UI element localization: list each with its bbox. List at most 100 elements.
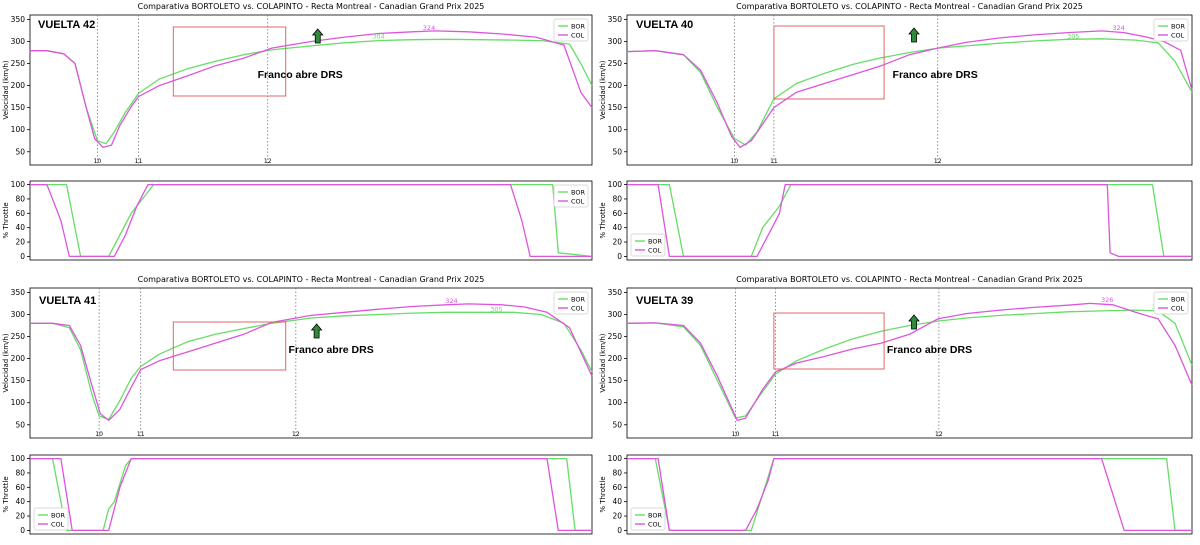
turn-label-12: 12 (934, 158, 942, 165)
y-tick-label: 60 (612, 483, 622, 492)
lap-label: VUELTA 41 (39, 295, 96, 307)
highlight-box (773, 312, 885, 370)
legend-label-col: COL (51, 521, 65, 529)
speed-series-bor (626, 309, 1193, 419)
y-tick-label: 50 (15, 420, 25, 429)
max-speed-label-col: 326 (1101, 296, 1113, 304)
turn-label-11: 11 (137, 431, 145, 438)
y-tick-label: 0 (617, 526, 622, 535)
turn-label-12: 12 (935, 431, 943, 438)
y-tick-label: 250 (11, 332, 26, 341)
y-tick-label: 20 (15, 238, 25, 247)
y-tick-label: 350 (11, 288, 26, 297)
drs-annotation: Franco abre DRS (893, 69, 978, 81)
speed-y-axis-label: Velocidad (km/h) (2, 60, 10, 119)
legend-label-col: COL (571, 198, 585, 206)
y-tick-label: 20 (612, 238, 622, 247)
turn-label-11: 11 (772, 431, 780, 438)
throttle-y-axis-label: % Throttle (599, 476, 607, 512)
lap-label: VUELTA 40 (636, 19, 693, 31)
turn-label-12: 12 (264, 158, 272, 165)
y-tick-label: 60 (15, 209, 25, 218)
y-tick-label: 300 (11, 37, 26, 46)
y-tick-label: 50 (612, 147, 622, 156)
y-tick-label: 100 (608, 180, 623, 189)
y-tick-label: 150 (11, 103, 26, 112)
chart-title: Comparativa BORTOLETO vs. COLAPINTO - Re… (736, 2, 1083, 11)
y-tick-label: 100 (11, 454, 26, 463)
speed-y-axis-label: Velocidad (km/h) (2, 333, 10, 392)
chart-panel-3: Comparativa BORTOLETO vs. COLAPINTO - Re… (2, 275, 593, 535)
y-tick-label: 50 (15, 147, 25, 156)
y-tick-label: 350 (11, 15, 26, 24)
max-speed-label-col: 324 (423, 24, 435, 32)
drs-annotation: Franco abre DRS (289, 344, 374, 356)
legend-label-bor: BOR (648, 512, 662, 520)
speed-series-col (626, 30, 1193, 149)
speed-y-axis-label: Velocidad (km/h) (599, 333, 607, 392)
throttle-series-bor (30, 183, 593, 258)
chart-panel-1: Comparativa BORTOLETO vs. COLAPINTO - Re… (2, 2, 593, 261)
y-tick-label: 40 (612, 497, 622, 506)
turn-label-11: 11 (135, 158, 143, 165)
drs-annotation: Franco abre DRS (887, 344, 972, 356)
max-speed-label-col: 324 (1112, 24, 1124, 32)
y-tick-label: 80 (15, 194, 25, 203)
throttle-series-col (30, 457, 592, 532)
y-tick-label: 40 (612, 223, 622, 232)
y-tick-label: 40 (15, 497, 25, 506)
legend-label-col: COL (1171, 305, 1185, 313)
legend-label-bor: BOR (1171, 23, 1185, 31)
y-tick-label: 150 (608, 376, 623, 385)
legend-label-col: COL (648, 247, 662, 255)
turn-label-10: 10 (731, 158, 739, 165)
legend-label-bor: BOR (648, 238, 662, 246)
drs-arrow-icon (311, 28, 324, 44)
drs-annotation: Franco abre DRS (258, 69, 343, 81)
highlight-box (172, 26, 287, 97)
y-tick-label: 20 (612, 512, 622, 521)
legend-label-col: COL (571, 305, 585, 313)
chart-panel-2: Comparativa BORTOLETO vs. COLAPINTO - Re… (599, 2, 1193, 261)
y-tick-label: 150 (608, 103, 623, 112)
turn-label-10: 10 (94, 158, 102, 165)
y-tick-label: 40 (15, 223, 25, 232)
max-speed-label-bor: 305 (1067, 32, 1079, 40)
turn-label-10: 10 (732, 431, 740, 438)
drs-arrow-icon (908, 27, 920, 43)
chart-panel-4: Comparativa BORTOLETO vs. COLAPINTO - Re… (599, 275, 1193, 535)
legend-label-bor: BOR (1171, 296, 1185, 304)
throttle-axes-frame (626, 454, 1193, 535)
throttle-series-col (627, 183, 1192, 258)
y-tick-label: 80 (612, 194, 622, 203)
drs-arrow-icon (908, 314, 920, 330)
y-tick-label: 60 (15, 483, 25, 492)
y-tick-label: 80 (15, 468, 25, 477)
y-tick-label: 200 (608, 354, 623, 363)
max-speed-label-bor: 304 (372, 33, 384, 41)
y-tick-label: 200 (11, 81, 26, 90)
y-tick-label: 200 (11, 354, 26, 363)
chart-title: Comparativa BORTOLETO vs. COLAPINTO - Re… (138, 2, 485, 11)
speed-series-bor (30, 311, 593, 421)
throttle-axes-frame (29, 180, 593, 261)
y-tick-label: 300 (608, 310, 623, 319)
legend-label-col: COL (571, 32, 585, 40)
throttle-y-axis-label: % Throttle (2, 202, 10, 238)
y-tick-label: 20 (15, 512, 25, 521)
speed-series-col (626, 302, 1193, 422)
y-tick-label: 250 (608, 332, 623, 341)
speed-series-col (30, 303, 593, 422)
drs-arrow-icon (310, 323, 323, 339)
speed-series-col (30, 30, 593, 149)
y-tick-label: 200 (608, 81, 623, 90)
y-tick-label: 300 (11, 310, 26, 319)
y-tick-label: 300 (608, 37, 623, 46)
